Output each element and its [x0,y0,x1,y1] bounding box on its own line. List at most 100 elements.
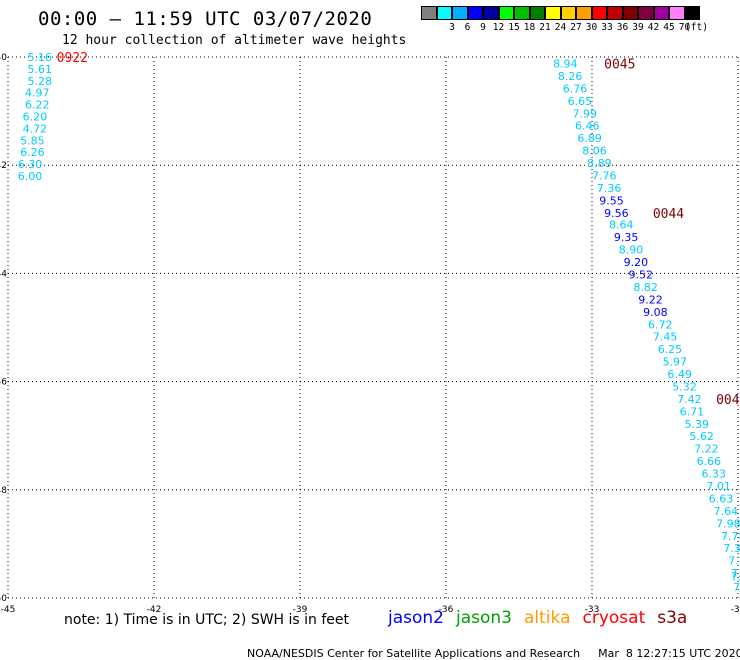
wave-height-value: 8.82 [633,281,658,294]
wave-height-value: 7.15 [731,570,740,583]
wave-height-value: 6.30 [18,158,43,171]
wave-height-value: 8.64 [609,219,634,232]
wave-height-value: 7.35 [733,581,740,594]
wave-height-value: 9.52 [629,268,654,281]
pass-time-label: 0922 [57,51,88,66]
legend-swatch [591,6,607,20]
lon-label: -33 [585,605,600,615]
wave-height-value: 6.65 [568,95,593,108]
wave-height-value: 9.20 [624,256,649,269]
satellite-jason3: jason3 [456,608,512,628]
legend-swatch [638,6,654,20]
wave-height-value: 6.66 [697,455,722,468]
legend-ticks: 3 6 9 12 15 18 21 24 27 30 33 36 39 42 45 70 (ft) [421,20,708,34]
lat-label: -40 [0,53,7,63]
pass-time-label: 0044 [653,207,684,222]
wave-height-value: 5.62 [689,430,714,443]
page-subtitle: 12 hour collection of altimeter wave hei… [62,33,407,48]
wave-height-value: 7.01 [706,480,731,493]
credit-line: NOAA/NESDIS Center for Satellite Applica… [240,634,740,660]
legend-tick-label: 3 [449,22,455,33]
wave-height-value: 8.94 [553,57,578,70]
wave-height-value: 6.25 [658,343,683,356]
satellite-altika: altika [524,608,571,628]
wave-height-value: 8.90 [619,244,644,257]
legend-tick-label: 33 [601,22,613,33]
wave-height-value: 6.49 [667,368,692,381]
lat-label: -48 [0,486,7,496]
wave-height-value: 6.72 [648,318,673,331]
legend-swatch [545,6,561,20]
wave-height-value: 5.16 [27,51,52,64]
lon-label: -36 [439,605,454,615]
lat-label: -46 [0,378,7,388]
wave-height-value: 7.64 [714,505,739,518]
wave-height-value: 7.76 [592,169,617,182]
lon-label: -30 [731,605,740,615]
legend-swatch [452,6,468,20]
satellite-legend: jason2 jason3 altika cryosat s3a [388,608,699,628]
legend-swatch [669,6,685,20]
legend-swatch [607,6,623,20]
legend-tick-label: 42 [647,22,660,33]
legend-tick-label: 12 [492,22,505,33]
wave-height-value: 8.89 [587,157,612,170]
credit-text: NOAA/NESDIS Center for Satellite Applica… [247,647,581,660]
wave-height-value: 9.35 [614,231,639,244]
legend-swatch [653,6,669,20]
wave-height-value: 7.99 [573,107,598,120]
lat-label: -44 [0,269,7,279]
legend-swatch [684,6,700,20]
legend-swatch [421,6,437,20]
satellite-jason2: jason2 [388,608,444,628]
legend-tick-label: 21 [539,22,551,33]
legend-tick-label: 39 [632,22,644,33]
lat-label: -42 [0,161,7,171]
lon-label: -45 [1,605,16,615]
wave-height-value: 5.28 [27,75,52,88]
satellite-s3a: s3a [657,608,688,628]
wave-height-value: 7.86 [731,567,740,580]
legend-tick-label: 6 [464,22,471,33]
wave-height-value: 6.20 [23,111,47,124]
footer-note: note: 1) Time is in UTC; 2) SWH is in fe… [64,612,350,628]
wave-height-value: 7.78 [721,530,740,543]
legend-tick-label: 30 [585,22,598,33]
legend-tick-label: 45 [663,22,675,33]
legend-swatch [498,6,514,20]
wave-height-value: 5.61 [27,63,52,76]
wave-height-value: 5.39 [684,418,709,431]
wave-height-value: 7.42 [677,393,702,406]
pass-time-label: 0045 [604,57,635,72]
legend-tick-label: 9 [480,22,486,33]
legend-tick-label: 27 [570,22,582,33]
legend-swatch [467,6,483,20]
lon-label: -42 [147,605,162,615]
legend-tick-label: 36 [616,22,629,33]
wave-height-value: 7.35 [723,542,740,555]
wave-height-value: 6.71 [680,405,705,418]
wave-height-value: 7.22 [694,443,719,456]
wave-height-value: 7.24 [728,555,740,568]
legend-swatch [560,6,576,20]
pass-time-label: 0043 [716,393,740,408]
wave-height-value: 7.36 [597,182,622,195]
wave-height-value: 6.63 [709,492,734,505]
legend-tick-label: 18 [523,22,536,33]
legend-swatch [622,6,638,20]
wave-height-value: 6.26 [20,146,44,159]
lat-label: -50 [0,594,7,604]
legend-swatch [483,6,499,20]
wave-height-value: 8.26 [558,70,583,83]
wave-height-value: 4.97 [25,87,50,100]
wave-height-value: 6.46 [575,120,600,133]
lon-label: -39 [293,605,308,615]
color-legend: 3 6 9 12 15 18 21 24 27 30 33 36 39 42 45 70 (ft) [421,6,708,34]
legend-unit: (ft) [685,22,708,33]
wave-height-value: 6.89 [577,132,602,145]
wave-height-value: 5.85 [20,134,44,147]
wave-height-value: 6.76 [563,82,588,95]
legend-swatch [529,6,545,20]
wave-height-value: 9.56 [604,207,629,220]
